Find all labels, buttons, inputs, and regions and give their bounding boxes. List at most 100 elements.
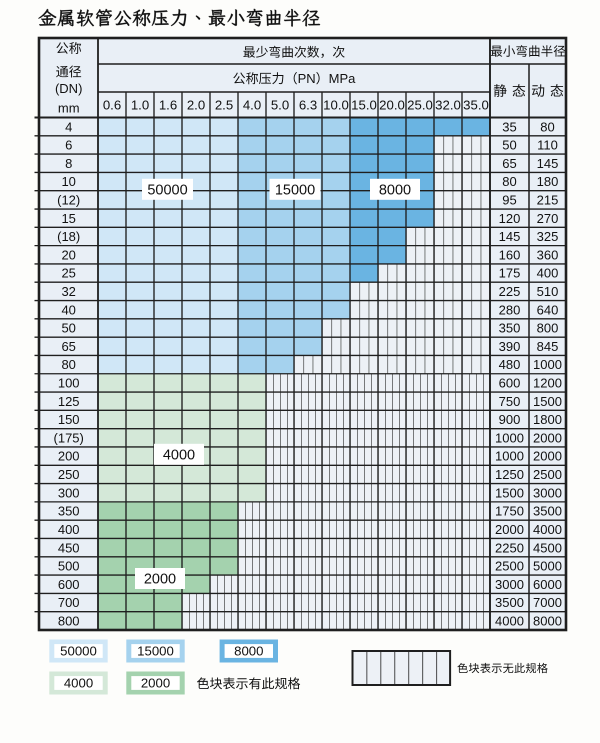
dn-value: 200	[58, 449, 80, 464]
dynamic-radius-value: 2000	[533, 430, 562, 445]
table-row-dn-500: 500 2500 5000	[58, 556, 562, 576]
table-row-dn-15: 15 120 270	[61, 209, 558, 228]
dynamic-radius-value: 640	[537, 302, 559, 317]
dynamic-radius-value: 3500	[533, 504, 562, 519]
spec-table: 4 35 80 6 50 110 8 65 145 10 80 180 (12) 95 215 15 120 27…	[34, 36, 568, 632]
dn-value: 6	[65, 138, 72, 153]
dn-value: 250	[58, 467, 80, 482]
static-radius-value: 35	[502, 119, 516, 134]
spec-cells	[238, 337, 322, 356]
dn-value: 700	[58, 595, 80, 610]
cycle-count-label: 15000	[269, 178, 321, 200]
dynamic-radius-value: 510	[537, 284, 559, 299]
pressure-col-header: 15.0	[351, 97, 377, 112]
dn-value: 8	[65, 156, 72, 171]
cycle-count-label: 2000	[135, 568, 185, 589]
dn-value: 10	[61, 174, 75, 189]
table-row-dn-600: 600 3000 6000	[58, 575, 562, 594]
dynamic-radius-value: 145	[537, 156, 559, 171]
dn-value: 32	[61, 284, 75, 299]
table-row-dn-450: 450 2250 4500	[58, 538, 562, 557]
table-row-dn-100: 100 600 1200	[58, 373, 562, 393]
static-radius-value: 50	[502, 138, 516, 153]
spec-cells	[98, 227, 238, 246]
static-radius-value: 350	[499, 321, 521, 336]
legend-swatch-value: 4000	[64, 676, 93, 691]
static-radius-value: 390	[499, 339, 521, 354]
dynamic-radius-value: 360	[537, 247, 559, 262]
table-row-dn-6: 6 50 110	[65, 135, 558, 155]
dn-value: 400	[58, 522, 80, 537]
pressure-col-header: 35.0	[463, 97, 489, 112]
spec-cells	[98, 501, 238, 521]
legend-no-spec-box	[351, 650, 452, 686]
dynamic-radius-value: 180	[537, 174, 559, 189]
legend-swatch-value: 50000	[60, 644, 97, 659]
dn-value: (18)	[57, 229, 80, 244]
static-radius-value: 4000	[495, 613, 524, 628]
dynamic-radius-value: 80	[540, 119, 554, 134]
static-radius-value: 160	[499, 247, 521, 262]
spec-cells	[98, 337, 238, 356]
table-row-dn-32: 32 225 510	[61, 282, 559, 301]
static-radius-value: 480	[499, 357, 521, 372]
spec-cells	[98, 245, 238, 264]
dynamic-radius-value: 3000	[533, 485, 562, 500]
header-bg	[39, 38, 566, 118]
cycle-count-value: 2000	[144, 572, 176, 588]
dynamic-radius-value: 2000	[533, 449, 562, 464]
dn-value: (12)	[57, 192, 80, 207]
svg-text:MPa: MPa	[329, 71, 357, 86]
no-spec-cells	[406, 245, 490, 264]
static-radius-value: 225	[499, 284, 521, 299]
dn-value: 150	[58, 412, 80, 427]
dn-value: 125	[58, 394, 80, 409]
dn-value: 800	[58, 613, 80, 628]
no-spec-cells	[238, 501, 490, 521]
dn-value: 20	[61, 247, 75, 262]
pressure-col-header: 2.0	[187, 97, 205, 112]
cycle-count-label: 8000	[370, 178, 420, 200]
no-spec-cells	[350, 300, 490, 319]
spec-cells	[98, 538, 238, 557]
table-row-dn-4: 4 35 80	[65, 117, 555, 136]
static-radius-value: 3500	[495, 595, 524, 610]
legend-swatch-15000: 15000	[126, 639, 185, 663]
legend-swatch-value: 15000	[137, 644, 174, 659]
dynamic-radius-value: 4500	[533, 540, 562, 555]
spec-cells	[350, 209, 434, 228]
spec-cells	[98, 154, 238, 173]
pressure-col-header: 20.0	[379, 97, 405, 112]
no-spec-cells	[238, 556, 490, 576]
cycle-count-value: 50000	[147, 182, 187, 198]
pressure-col-header: 0.6	[103, 97, 121, 112]
dynamic-radius-value: 1000	[533, 357, 562, 372]
spec-cells	[98, 556, 238, 576]
cycle-count-label: 4000	[154, 443, 204, 465]
table-row-dn-200: 200 1000 2000	[58, 446, 562, 466]
table-row-dn-80: 80 480 1000	[61, 355, 562, 374]
spec-cells	[98, 318, 238, 338]
legend-swatch-value: 2000	[141, 676, 170, 691]
static-radius-value: 1250	[495, 467, 524, 482]
dn-value: 500	[58, 559, 80, 574]
table-border	[37, 36, 568, 632]
table-row-dn-300: 300 1500 3000	[58, 483, 562, 502]
legend-swatch-2000: 2000	[126, 671, 185, 695]
spec-cells	[98, 300, 238, 319]
pn-header: PN MPa	[233, 71, 356, 86]
dn-value: 40	[61, 302, 75, 317]
spec-cells	[98, 263, 238, 283]
cycle-count-label: 50000	[142, 178, 193, 200]
pressure-col-header: 4.0	[243, 97, 261, 112]
spec-cells	[350, 263, 378, 283]
dynamic-radius-value: 7000	[533, 595, 562, 610]
dn-value: 80	[61, 357, 75, 372]
dn-value: (175)	[54, 430, 84, 445]
static-radius-value: 145	[499, 229, 521, 244]
no-spec-cells	[182, 593, 490, 612]
static-radius-value: 2250	[495, 540, 524, 555]
legend-swatch-4000: 4000	[49, 671, 108, 695]
